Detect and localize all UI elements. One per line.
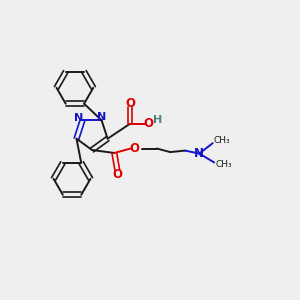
Text: O: O [130,142,140,155]
Text: O: O [125,98,135,110]
Text: H: H [153,115,162,125]
Text: N: N [194,147,204,160]
Text: CH₃: CH₃ [215,160,232,169]
Text: N: N [74,113,83,123]
Text: O: O [112,168,122,181]
Text: O: O [143,117,153,130]
Text: CH₃: CH₃ [214,136,230,145]
Text: N: N [97,112,106,122]
